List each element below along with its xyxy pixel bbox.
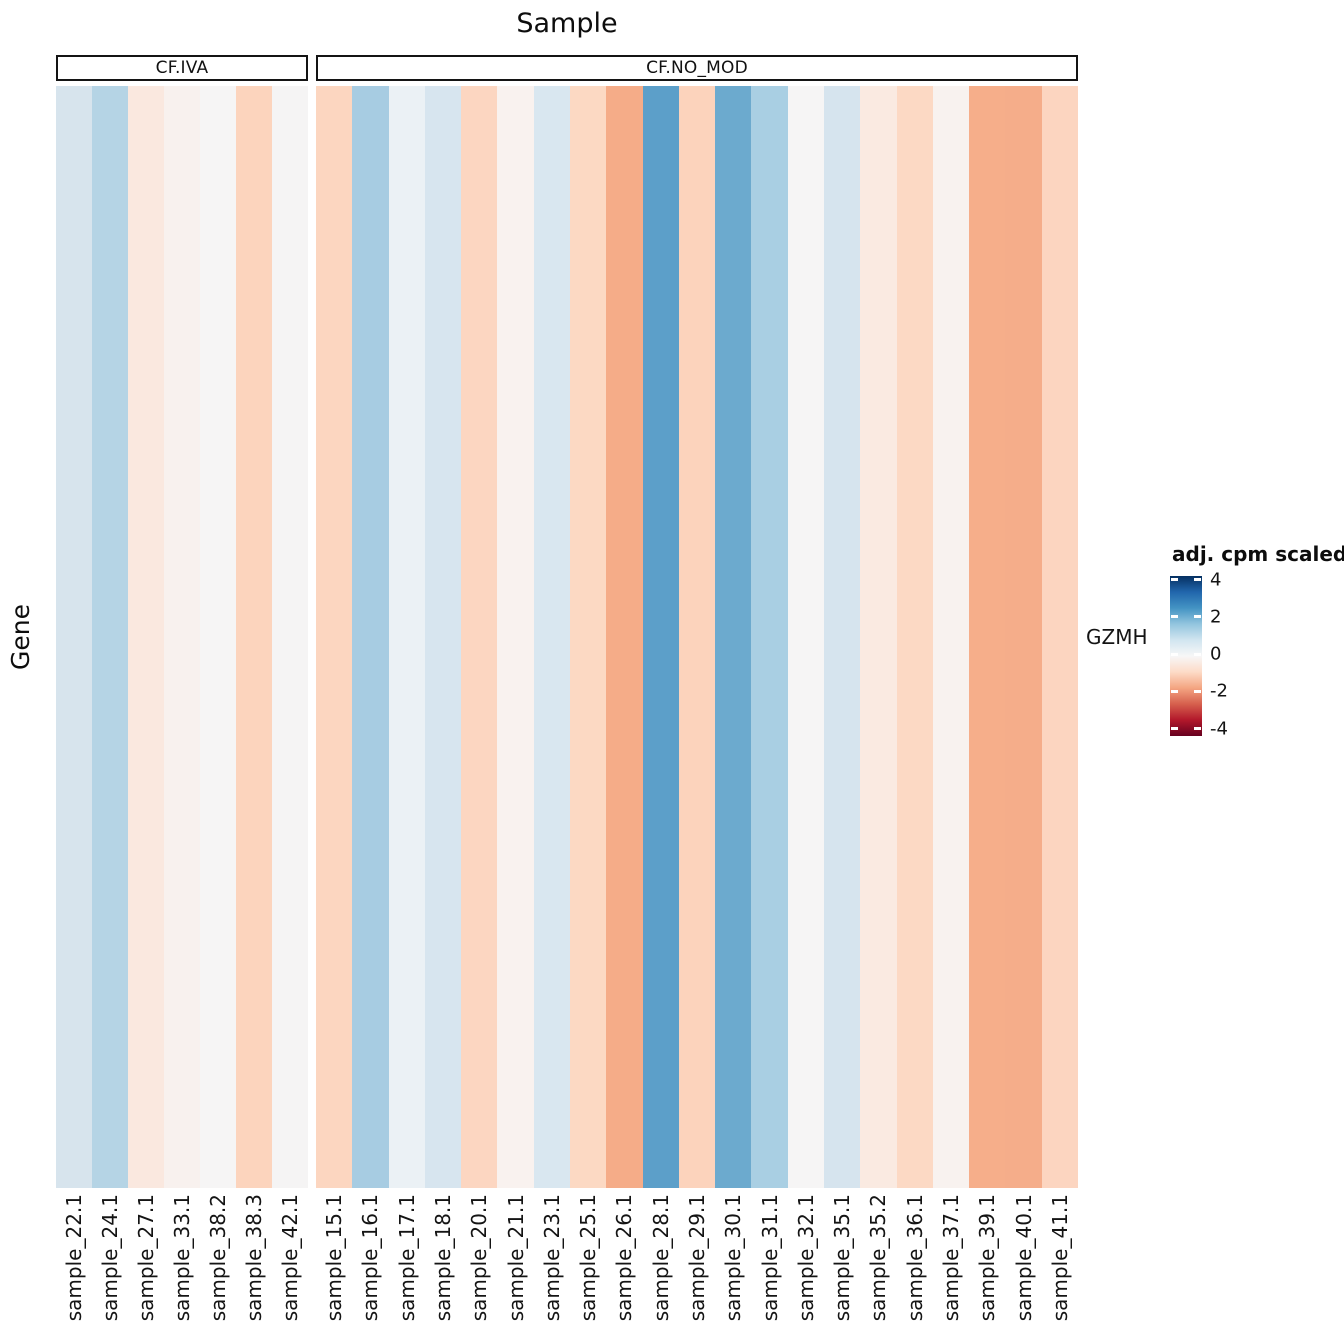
heatmap-cell	[533, 86, 570, 1188]
colorbar-tick-mark	[1171, 689, 1178, 693]
colorbar-tick-label: 0	[1210, 643, 1222, 665]
colorbar-tick-mark	[1194, 727, 1201, 730]
heatmap-cell	[164, 86, 200, 1188]
legend-title: adj. cpm scaled	[1172, 542, 1344, 566]
x-tick-label: sample_38.2	[206, 1194, 230, 1322]
heatmap-cell	[1005, 86, 1042, 1188]
colorbar-tick-label: 2	[1210, 606, 1222, 628]
row-label-gzmh: GZMH	[1086, 625, 1148, 649]
heatmap-cell	[751, 86, 788, 1188]
heatmap-cell	[860, 86, 897, 1188]
facet-strip-label: CF.IVA	[155, 58, 209, 78]
heatmap-cell	[678, 86, 716, 1188]
heatmap-cell	[272, 86, 308, 1188]
heatmap-panel	[316, 86, 1078, 1188]
colorbar-tick-mark	[1171, 615, 1178, 619]
heatmap-cell	[715, 86, 752, 1188]
heatmap-cell	[569, 86, 607, 1188]
x-tick-label: sample_40.1	[1011, 1194, 1036, 1322]
heatmap-cell	[56, 86, 92, 1188]
x-tick-label: sample_30.1	[721, 1194, 746, 1322]
facet-strip-label: CF.NO_MOD	[646, 58, 748, 78]
heatmap-cell	[388, 86, 425, 1188]
heatmap-cell	[200, 86, 236, 1188]
x-tick-label: sample_25.1	[576, 1194, 601, 1322]
x-tick-label: sample_42.1	[278, 1194, 302, 1322]
x-tick-label: sample_21.1	[503, 1194, 528, 1322]
heatmap-cell	[497, 86, 534, 1188]
heatmap-cell	[932, 86, 970, 1188]
x-tick-label: sample_37.1	[939, 1194, 963, 1322]
legend-colorbar	[1170, 576, 1202, 736]
colorbar-tick-mark	[1171, 727, 1178, 730]
colorbar-tick-mark	[1171, 652, 1178, 656]
heatmap-cell	[236, 86, 272, 1188]
x-tick-label: sample_16.1	[358, 1194, 383, 1322]
x-tick-label: sample_27.1	[134, 1194, 158, 1322]
x-tick-label: sample_31.1	[757, 1194, 782, 1322]
x-tick-label: sample_26.1	[612, 1194, 637, 1322]
x-tick-label: sample_35.1	[830, 1194, 855, 1322]
x-tick-label: sample_15.1	[322, 1194, 347, 1322]
heatmap-cell	[606, 86, 643, 1188]
colorbar-tick-mark	[1171, 578, 1178, 581]
heatmap-cell	[896, 86, 933, 1188]
facet-strip: CF.IVA	[56, 55, 308, 81]
heatmap-cell	[352, 86, 389, 1188]
facet-strip: CF.NO_MOD	[316, 55, 1078, 81]
heatmap-cell	[128, 86, 164, 1188]
x-tick-label: sample_18.1	[431, 1194, 455, 1322]
x-tick-label: sample_24.1	[98, 1194, 122, 1322]
x-tick-label: sample_41.1	[1047, 1194, 1072, 1322]
x-tick-label: sample_38.3	[242, 1194, 266, 1322]
x-tick-label: sample_36.1	[902, 1194, 927, 1322]
heatmap-cell	[424, 86, 462, 1188]
x-tick-label: sample_35.2	[866, 1194, 891, 1322]
colorbar-tick-mark	[1194, 578, 1201, 581]
x-tick-label: sample_33.1	[170, 1194, 194, 1322]
y-axis-title: Gene	[6, 604, 35, 670]
colorbar-tick-mark	[1194, 652, 1201, 656]
heatmap-cell	[92, 86, 128, 1188]
x-tick-label: sample_29.1	[685, 1194, 709, 1322]
x-tick-label: sample_32.1	[793, 1194, 818, 1322]
heatmap-cell	[316, 86, 353, 1188]
heatmap-cell	[823, 86, 861, 1188]
colorbar-tick-label: -4	[1210, 718, 1228, 739]
colorbar-tick-mark	[1194, 689, 1201, 693]
heatmap-cell	[1041, 86, 1078, 1188]
heatmap-panel	[56, 86, 308, 1188]
x-tick-label: sample_28.1	[648, 1194, 673, 1322]
x-tick-label: sample_17.1	[394, 1194, 419, 1322]
colorbar-tick-mark	[1194, 615, 1201, 619]
x-tick-label: sample_22.1	[62, 1194, 86, 1322]
heatmap-cell	[787, 86, 824, 1188]
heatmap-cell	[461, 86, 498, 1188]
x-tick-label: sample_20.1	[467, 1194, 492, 1322]
heatmap-cell	[642, 86, 679, 1188]
colorbar-tick-label: 4	[1210, 569, 1222, 590]
x-tick-label: sample_39.1	[975, 1194, 1000, 1322]
x-tick-label: sample_23.1	[539, 1194, 564, 1322]
colorbar-tick-label: -2	[1210, 680, 1228, 702]
plot-title: Sample	[516, 8, 618, 39]
heatmap-cell	[969, 86, 1006, 1188]
